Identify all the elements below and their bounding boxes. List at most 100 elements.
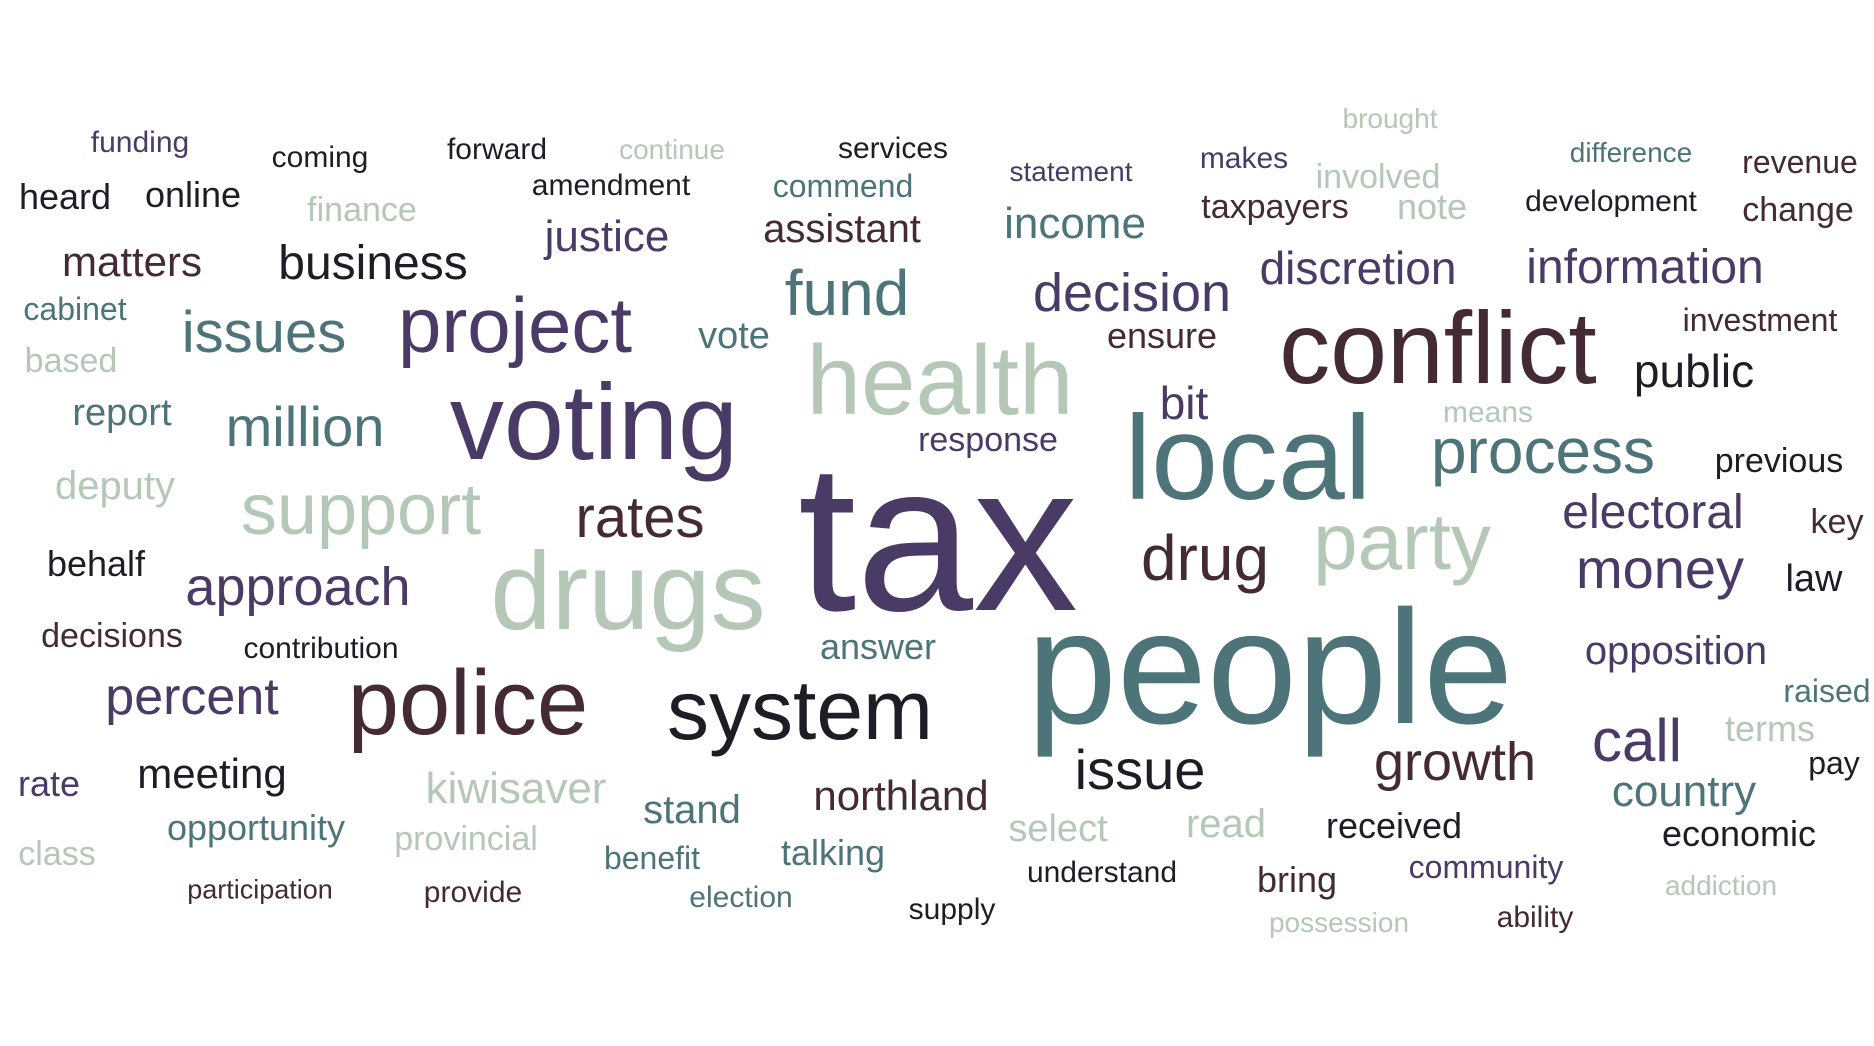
word-rate: rate bbox=[17, 763, 81, 804]
word-meeting: meeting bbox=[137, 750, 287, 797]
word-select: select bbox=[1008, 808, 1108, 850]
word-commend: commend bbox=[772, 168, 914, 204]
word-justice: justice bbox=[544, 212, 670, 261]
word-voting: voting bbox=[449, 361, 739, 482]
word-terms: terms bbox=[1725, 708, 1815, 749]
word-investment: investment bbox=[1682, 302, 1838, 338]
word-support: support bbox=[240, 470, 482, 550]
word-million: million bbox=[225, 395, 385, 458]
word-heard: heard bbox=[18, 176, 112, 217]
word-conflict: conflict bbox=[1279, 291, 1597, 405]
word-northland: northland bbox=[813, 772, 989, 819]
word-bring: bring bbox=[1256, 859, 1338, 900]
word-coming: coming bbox=[271, 141, 369, 174]
word-means: means bbox=[1442, 396, 1534, 429]
word-vote: vote bbox=[698, 315, 770, 357]
word-information: information bbox=[1526, 241, 1764, 294]
word-finance: finance bbox=[307, 191, 417, 229]
word-revenue: revenue bbox=[1742, 144, 1858, 180]
word-involved: involved bbox=[1315, 158, 1441, 196]
word-benefit: benefit bbox=[603, 840, 701, 876]
word-opposition: opposition bbox=[1584, 629, 1768, 673]
word-funding: funding bbox=[90, 126, 190, 159]
word-issues: issues bbox=[181, 300, 347, 365]
word-possession: possession bbox=[1268, 907, 1410, 938]
word-statement: statement bbox=[1009, 156, 1133, 187]
word-difference: difference bbox=[1569, 137, 1693, 168]
word-health: health bbox=[806, 325, 1074, 435]
word-bit: bit bbox=[1159, 377, 1209, 429]
word-tax: tax bbox=[797, 420, 1079, 655]
word-drugs: drugs bbox=[490, 530, 766, 653]
word-answer: answer bbox=[819, 626, 937, 667]
word-community: community bbox=[1408, 849, 1564, 885]
word-report: report bbox=[72, 392, 172, 434]
word-system: system bbox=[666, 663, 934, 757]
word-taxpayers: taxpayers bbox=[1201, 188, 1349, 226]
word-previous: previous bbox=[1714, 442, 1844, 480]
word-provide: provide bbox=[423, 876, 523, 909]
word-election: election bbox=[689, 881, 793, 914]
word-behalf: behalf bbox=[46, 543, 146, 584]
word-deputy: deputy bbox=[54, 464, 176, 508]
word-brought: brought bbox=[1342, 103, 1438, 134]
word-growth: growth bbox=[1373, 732, 1537, 792]
word-ability: ability bbox=[1496, 901, 1574, 934]
word-public: public bbox=[1633, 345, 1755, 397]
word-provincial: provincial bbox=[394, 820, 538, 858]
word-addiction: addiction bbox=[1664, 870, 1778, 901]
word-class: class bbox=[18, 835, 96, 873]
word-stand: stand bbox=[643, 788, 741, 832]
word-economic: economic bbox=[1661, 813, 1817, 854]
word-people: people bbox=[1026, 577, 1514, 758]
word-cabinet: cabinet bbox=[23, 291, 127, 327]
word-understand: understand bbox=[1026, 856, 1178, 889]
word-supply: supply bbox=[908, 893, 996, 926]
word-online: online bbox=[144, 174, 242, 215]
word-law: law bbox=[1785, 558, 1843, 600]
word-process: process bbox=[1430, 415, 1656, 487]
word-makes: makes bbox=[1199, 142, 1289, 175]
word-project: project bbox=[397, 281, 633, 369]
word-decision: decision bbox=[1032, 263, 1232, 323]
word-ensure: ensure bbox=[1106, 315, 1218, 356]
word-rates: rates bbox=[575, 485, 705, 550]
word-call: call bbox=[1591, 707, 1683, 774]
word-approach: approach bbox=[185, 557, 411, 617]
word-assistant: assistant bbox=[763, 207, 921, 251]
word-decisions: decisions bbox=[41, 617, 183, 655]
word-response: response bbox=[918, 421, 1058, 459]
word-electoral: electoral bbox=[1562, 486, 1744, 539]
word-pay: pay bbox=[1808, 745, 1860, 781]
word-matters: matters bbox=[61, 238, 203, 285]
word-continue: continue bbox=[619, 134, 725, 165]
word-police: police bbox=[347, 652, 589, 754]
word-talking: talking bbox=[780, 832, 886, 873]
word-local: local bbox=[1124, 391, 1372, 525]
word-development: development bbox=[1525, 185, 1697, 218]
word-fund: fund bbox=[784, 257, 910, 329]
word-kiwisaver: kiwisaver bbox=[425, 764, 607, 813]
word-raised: raised bbox=[1783, 673, 1871, 709]
word-amendment: amendment bbox=[531, 169, 691, 202]
word-money: money bbox=[1575, 537, 1745, 600]
word-key: key bbox=[1810, 503, 1864, 541]
word-discretion: discretion bbox=[1259, 242, 1457, 294]
word-income: income bbox=[1004, 199, 1146, 248]
word-note: note bbox=[1396, 186, 1468, 227]
word-drug: drug bbox=[1140, 522, 1270, 594]
word-read: read bbox=[1185, 802, 1267, 846]
word-services: services bbox=[837, 132, 949, 165]
word-opportunity: opportunity bbox=[166, 807, 346, 848]
word-business: business bbox=[278, 237, 468, 290]
word-contribution: contribution bbox=[243, 632, 399, 665]
word-country: country bbox=[1611, 767, 1757, 816]
word-based: based bbox=[24, 342, 118, 380]
word-received: received bbox=[1325, 805, 1463, 846]
word-party: party bbox=[1313, 497, 1491, 586]
word-participation: participation bbox=[187, 874, 333, 905]
word-percent: percent bbox=[105, 668, 279, 726]
word-forward: forward bbox=[446, 133, 548, 166]
word-issue: issue bbox=[1074, 738, 1206, 801]
